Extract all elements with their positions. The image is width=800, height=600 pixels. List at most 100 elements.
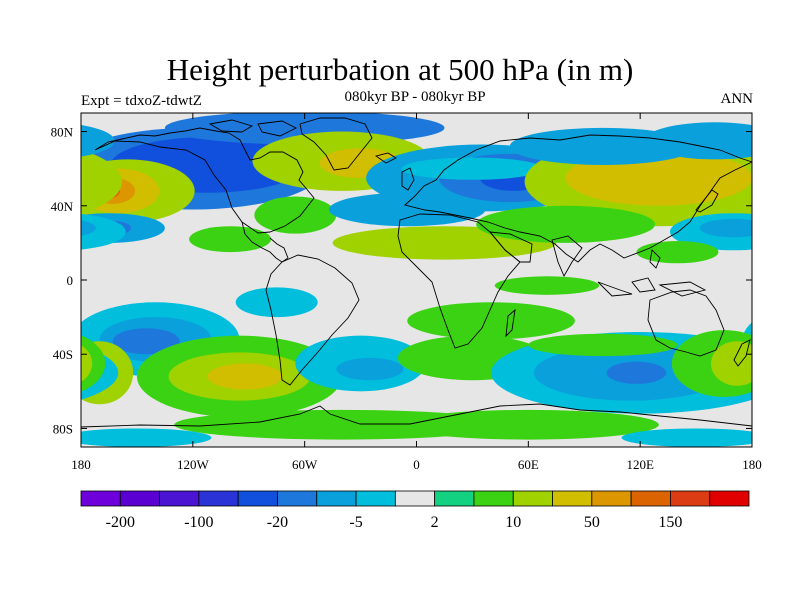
experiment-label: Expt = tdxoZ-tdwtZ (81, 93, 202, 109)
colorbar-swatch (670, 490, 711, 507)
colorbar-swatch (630, 490, 671, 507)
coastline-britain (401, 167, 415, 191)
x-tick-label: 60W (292, 457, 318, 472)
field-contour (407, 302, 575, 340)
field-contour (401, 157, 544, 180)
field-contour (748, 181, 752, 201)
field-contour (528, 333, 678, 357)
colorbar-label: -20 (267, 514, 288, 531)
x-tick-label: 120W (177, 457, 210, 472)
field-contour (336, 357, 404, 381)
coastline-eurasia (404, 134, 752, 263)
field-contour (0, 345, 57, 401)
coastline-arctic-islands (208, 119, 298, 137)
field-contour (254, 196, 337, 234)
colorbar-swatch (473, 490, 514, 507)
field-contour (0, 241, 47, 263)
colorbar-swatch (355, 490, 396, 507)
field-contour (699, 218, 752, 238)
x-tick-label: 180 (71, 457, 91, 472)
field-contour (0, 334, 6, 356)
field-contour (643, 122, 752, 160)
colorbar-label: -5 (349, 514, 362, 531)
colorbar-swatch (159, 490, 200, 507)
field-contour (81, 149, 122, 214)
field-contour (81, 431, 100, 444)
colorbar-label: -100 (184, 514, 213, 531)
field-contour (328, 192, 486, 227)
colorbar-swatch (552, 490, 593, 507)
plot-subtitle: 080kyr BP - 080kyr BP (344, 89, 486, 105)
field-contour (0, 150, 81, 206)
y-tick-label: 0 (67, 273, 74, 288)
coastline-iceland (374, 152, 397, 164)
colorbar-swatch (277, 490, 318, 507)
coastline-new-zealand (733, 339, 751, 367)
coastline-central-america (241, 221, 289, 263)
x-tick-label: 60E (518, 457, 539, 472)
field-contour (81, 125, 115, 157)
y-tick-label: 80S (53, 421, 73, 436)
field-contour (397, 409, 659, 440)
colorbar-swatch (394, 490, 436, 507)
coastline-north-america (94, 127, 315, 234)
x-tick-label: 0 (413, 457, 420, 472)
field-contour (476, 205, 656, 243)
field-contour (207, 363, 283, 390)
field-contour (0, 128, 25, 165)
field-contour (761, 178, 800, 204)
plot-title: Height perturbation at 500 hPa (in m) (166, 52, 634, 87)
colorbar-swatch (316, 490, 357, 507)
season-label: ANN (720, 91, 754, 107)
field-contour (189, 226, 272, 253)
coastline-south-america (265, 254, 360, 386)
field-contour (235, 287, 318, 318)
field-contour (81, 220, 96, 236)
field-contour (758, 221, 800, 236)
colorbar-label: 2 (431, 514, 439, 531)
field-contour (81, 335, 106, 392)
colorbar-label: 10 (505, 514, 521, 531)
field-contour (494, 276, 600, 295)
colorbar-swatch (709, 490, 750, 507)
colorbar-swatch (119, 490, 160, 507)
coastline-greenland (299, 117, 373, 171)
field-contour (711, 341, 752, 386)
coastline-australia (647, 289, 725, 357)
y-tick-label: 80N (51, 125, 74, 140)
field-contour (621, 428, 752, 447)
colorbar-swatch (237, 490, 278, 507)
colorbar: -200 -100 -20 -5 2 10 50 150 (80, 490, 750, 531)
field-contour (81, 428, 212, 447)
coastline-japan (695, 189, 719, 213)
x-tick-label: 120E (626, 457, 654, 472)
field-contour (112, 328, 180, 355)
field-contour (771, 317, 800, 362)
field-contour (636, 241, 719, 264)
map-axes: 180 120W 60W 0 60E 120E 180 80N 40N 0 40S 80S (51, 113, 762, 472)
colorbar-swatch (434, 490, 475, 507)
coastline-africa (397, 213, 521, 349)
height-perturbation-field (0, 113, 800, 447)
coastline-indonesia (597, 249, 707, 297)
field-contour (784, 328, 800, 354)
field-contour (782, 137, 800, 193)
x-tick-label: 180 (742, 457, 762, 472)
colorbar-label: 150 (658, 514, 682, 531)
coastline-madagascar (505, 308, 516, 338)
field-contour (81, 214, 126, 250)
colorbar-swatch (198, 490, 239, 507)
colorbar-label: -200 (106, 514, 135, 531)
colorbar-swatch (80, 490, 121, 507)
coastline-india (551, 235, 583, 278)
coastlines (81, 117, 752, 428)
field-contour (606, 361, 667, 384)
colorbar-label: 50 (584, 514, 600, 531)
field-contour (769, 184, 791, 199)
y-tick-label: 40N (51, 199, 74, 214)
colorbar-swatch (512, 490, 553, 507)
colorbar-swatch (591, 490, 632, 507)
coastline-arabia (488, 231, 533, 263)
coastline-antarctica (81, 403, 752, 428)
